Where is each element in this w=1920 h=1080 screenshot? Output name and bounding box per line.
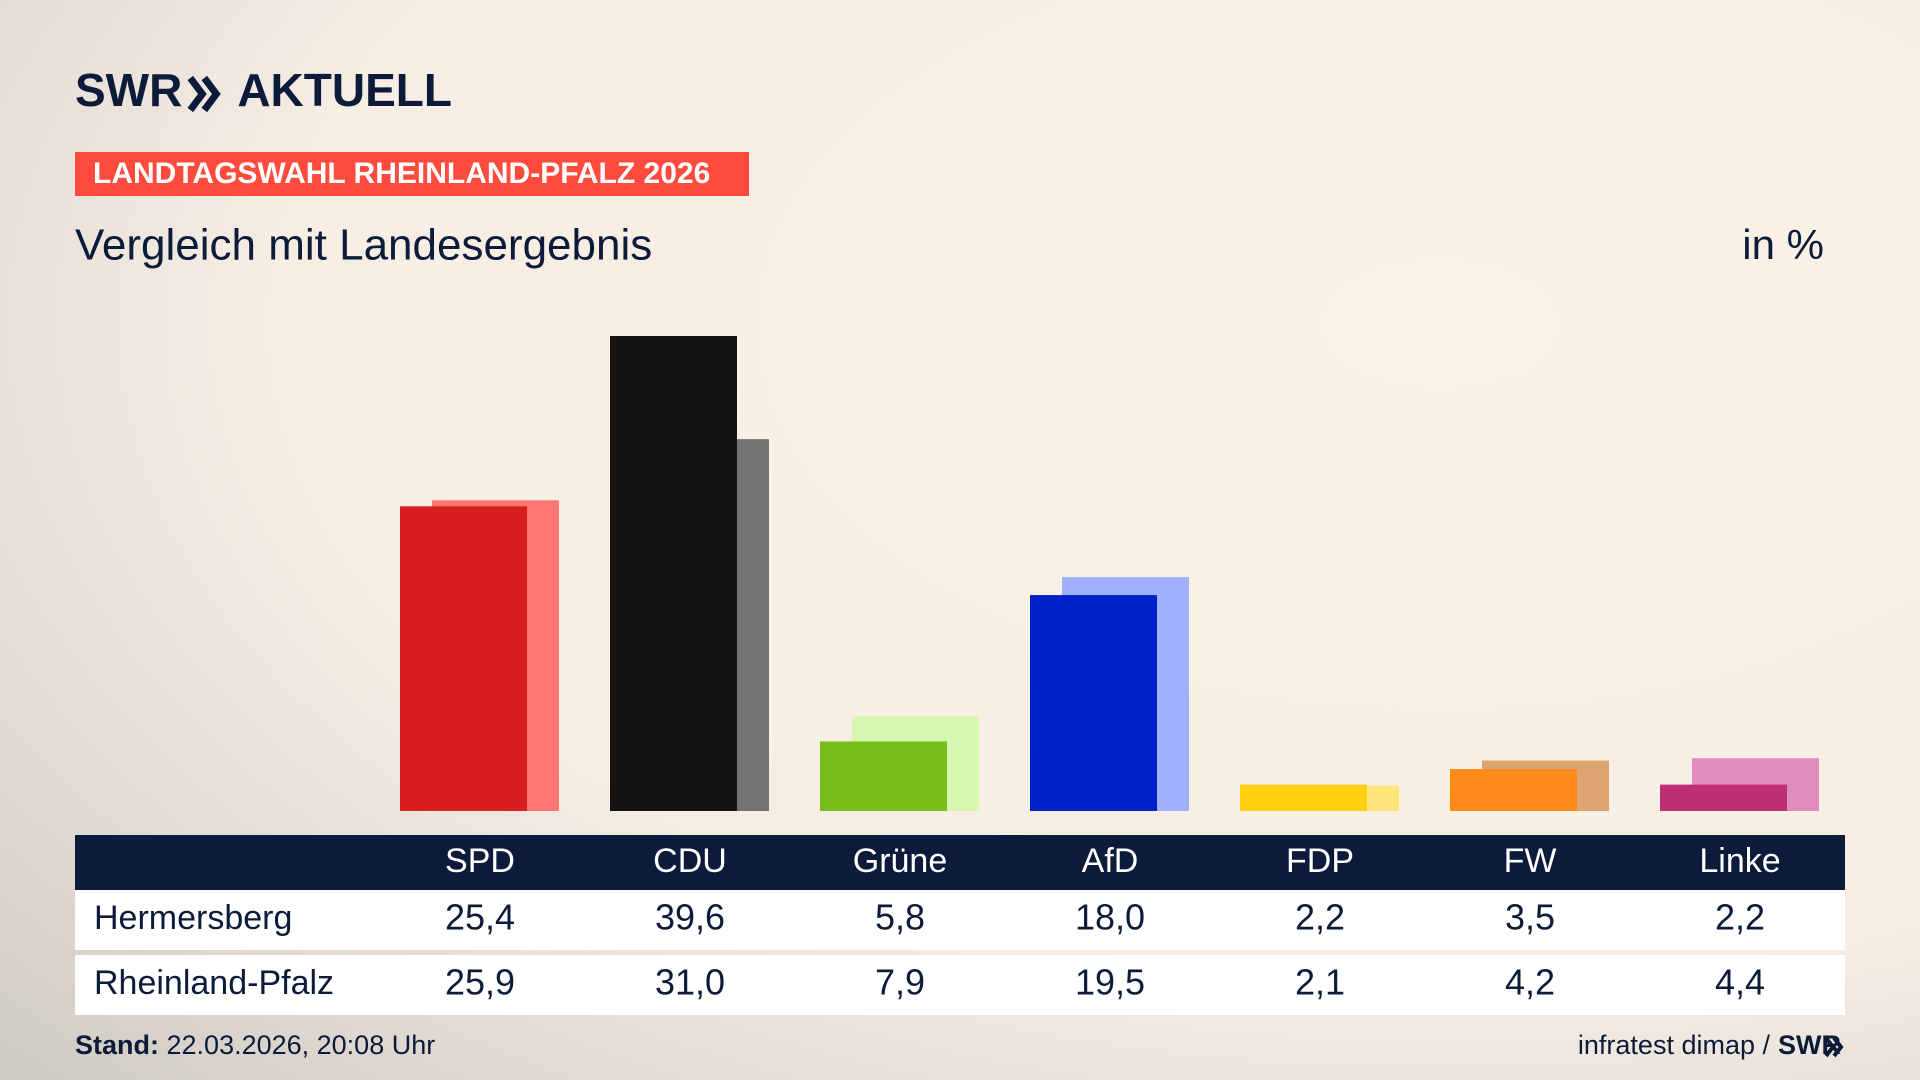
cell-value: 25,4 (445, 897, 515, 938)
column-header: SPD (445, 842, 515, 880)
row-label: Hermersberg (94, 899, 292, 937)
column-header: CDU (653, 842, 727, 880)
column-header: Grüne (853, 842, 948, 880)
cell-value: 31,0 (655, 962, 725, 1003)
cell-value: 39,6 (655, 897, 725, 938)
cell-value: 2,2 (1715, 897, 1765, 938)
cell-value: 19,5 (1075, 962, 1145, 1003)
bar (820, 741, 947, 811)
cell-value: 5,8 (875, 897, 925, 938)
column-header: AfD (1082, 842, 1139, 880)
bar (1030, 595, 1157, 811)
cell-value: 18,0 (1075, 897, 1145, 938)
row-label: Rheinland-Pfalz (94, 964, 334, 1002)
stand: 22.03.2026, 20:08 Uhr (167, 1030, 436, 1060)
cell-value: 7,9 (875, 962, 925, 1003)
table-header (75, 835, 1845, 890)
column-header: Linke (1699, 842, 1780, 880)
tag: LANDTAGSWAHL RHEINLAND-PFALZ 2026 (93, 157, 710, 190)
table-row (75, 890, 1845, 950)
bar (1450, 769, 1577, 811)
footer-stand: Stand: 22.03.2026, 20:08 Uhr (75, 1030, 435, 1060)
source: infratest dimap / (1578, 1030, 1771, 1060)
column-header: FDP (1286, 842, 1354, 880)
table-row (75, 955, 1845, 1015)
bar (1240, 784, 1367, 811)
cell-value: 4,2 (1505, 962, 1555, 1003)
bar (610, 336, 737, 811)
stand-label: Stand: (75, 1030, 159, 1060)
chart-title: Vergleich mit Landesergebnis (75, 221, 652, 270)
cell-value: 2,2 (1295, 897, 1345, 938)
cell-value: 25,9 (445, 962, 515, 1003)
column-header: FW (1504, 842, 1557, 880)
brand: SWR (75, 64, 182, 116)
brand-chevrons (187, 75, 221, 113)
product: AKTUELL (237, 64, 452, 116)
cell-value: 2,1 (1295, 962, 1345, 1003)
bar (1660, 784, 1787, 811)
unit: in % (1742, 221, 1824, 268)
cell-value: 4,4 (1715, 962, 1765, 1003)
bar (400, 506, 527, 811)
cell-value: 3,5 (1505, 897, 1555, 938)
source-chevrons (1824, 1036, 1844, 1058)
tag-background (75, 152, 749, 196)
